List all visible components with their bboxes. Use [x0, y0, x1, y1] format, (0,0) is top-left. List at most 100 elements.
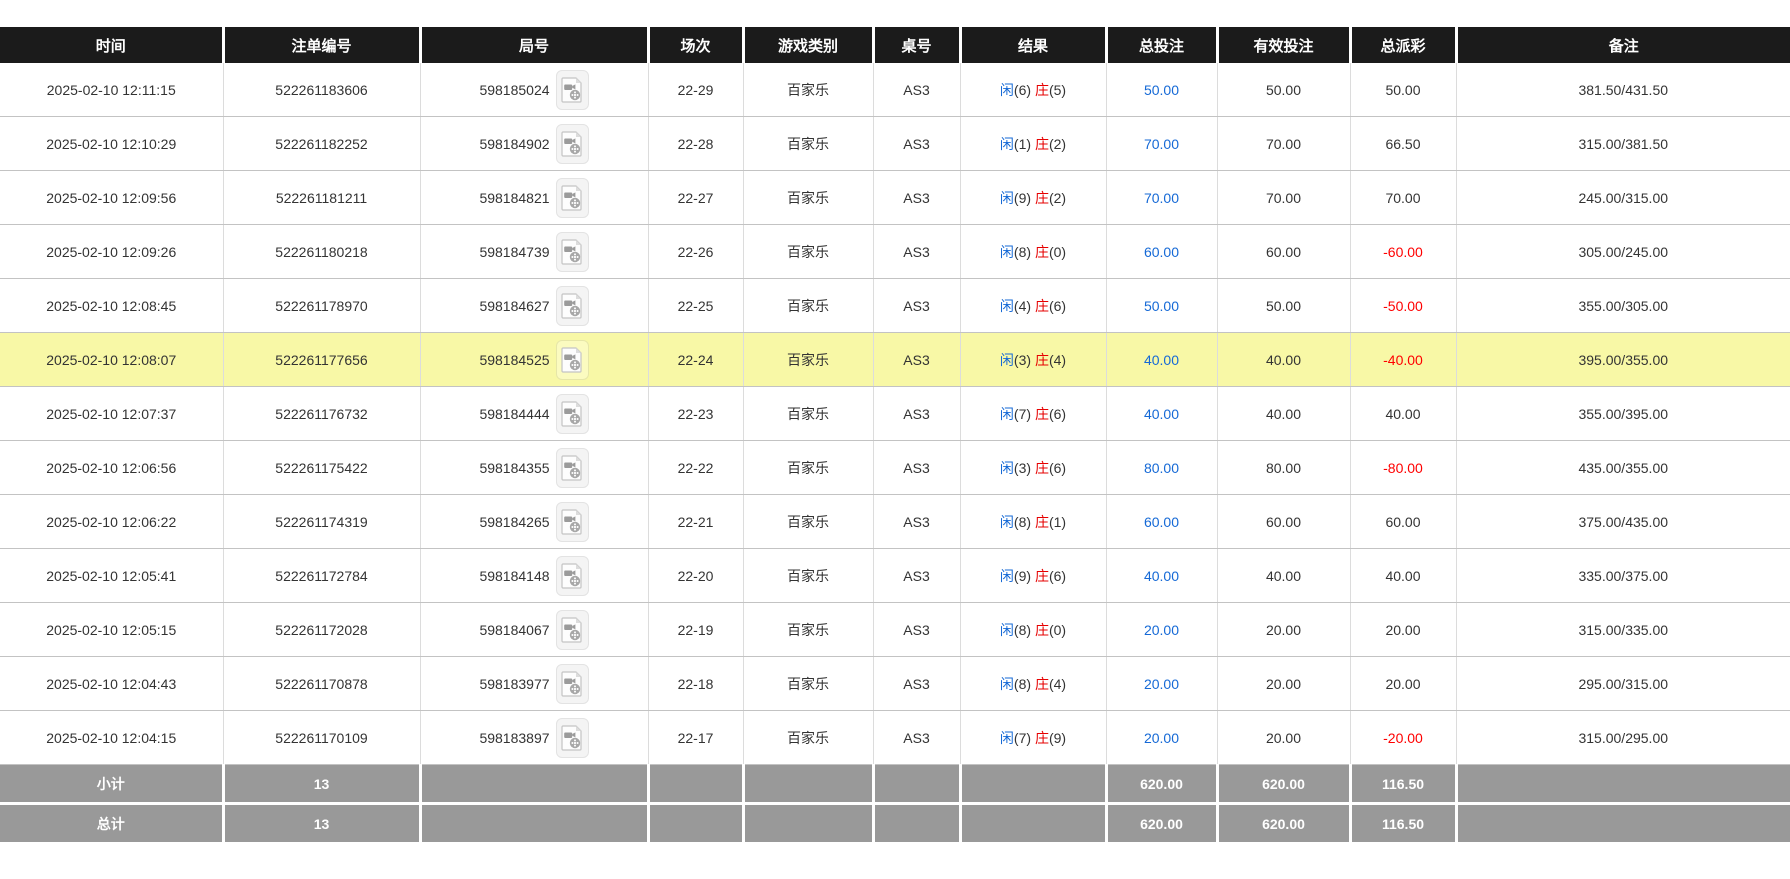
video-replay-icon	[561, 670, 582, 697]
cell-total-payout: 60.00	[1349, 494, 1456, 549]
video-replay-button[interactable]	[555, 663, 589, 704]
cell-total-payout: 66.50	[1349, 116, 1456, 171]
result-banker-score: (4)	[1048, 675, 1067, 692]
result-player-label: 闲	[999, 513, 1014, 530]
cell-total-payout: -50.00	[1349, 278, 1456, 333]
video-replay-button[interactable]	[555, 717, 589, 758]
video-replay-icon	[561, 130, 582, 157]
result-player-score: (8)	[1013, 513, 1032, 530]
table-row[interactable]: 2025-02-10 12:05:15 522261172028 598184067…	[0, 602, 1790, 657]
result-player-label: 闲	[999, 621, 1014, 638]
cell-table-no: AS3	[872, 386, 960, 441]
cell-total-payout: -20.00	[1349, 710, 1456, 765]
table-row[interactable]: 2025-02-10 12:04:15 522261170109 598183897…	[0, 710, 1790, 765]
cell-session: 22-21	[647, 494, 743, 549]
table-row[interactable]: 2025-02-10 12:07:37 522261176732 598184444…	[0, 386, 1790, 441]
cell-session: 22-20	[647, 548, 743, 603]
video-replay-button[interactable]	[555, 447, 589, 488]
cell-order-no: 522261180218	[222, 224, 420, 279]
video-replay-button[interactable]	[555, 555, 589, 596]
cell-valid-bet: 80.00	[1216, 440, 1350, 495]
cell-result: 闲(8) 庄(0)	[959, 224, 1106, 279]
video-replay-button[interactable]	[555, 177, 589, 218]
table-row[interactable]: 2025-02-10 12:06:56 522261175422 598184355…	[0, 440, 1790, 495]
result-player-label: 闲	[999, 81, 1014, 98]
cell-round-no: 598184821	[419, 170, 648, 225]
video-replay-button[interactable]	[555, 231, 589, 272]
cell-result: 闲(8) 庄(1)	[959, 494, 1106, 549]
cell-table-no: AS3	[872, 116, 960, 171]
table-row[interactable]: 2025-02-10 12:09:56 522261181211 598184821…	[0, 170, 1790, 225]
round-number: 598184525	[479, 351, 550, 368]
cell-total-payout: 50.00	[1349, 63, 1456, 117]
cell-total-payout: 20.00	[1349, 602, 1456, 657]
cell-result: 闲(9) 庄(6)	[959, 548, 1106, 603]
cell-round-no: 598185024	[419, 63, 648, 117]
video-replay-button[interactable]	[555, 393, 589, 434]
cell-game-type: 百家乐	[742, 170, 873, 225]
round-number: 598184067	[479, 621, 550, 638]
result-banker-score: (6)	[1048, 567, 1067, 584]
cell-session: 22-19	[647, 602, 743, 657]
video-replay-button[interactable]	[555, 339, 589, 380]
round-number: 598184444	[479, 405, 550, 422]
cell-time: 2025-02-10 12:08:07	[0, 332, 223, 387]
video-replay-icon	[561, 724, 582, 751]
round-number: 598184627	[479, 297, 550, 314]
result-banker-score: (9)	[1048, 729, 1067, 746]
table-row[interactable]: 2025-02-10 12:09:26 522261180218 598184739…	[0, 224, 1790, 279]
cell-total-bet: 20.00	[1105, 602, 1217, 657]
cell-total-bet: 50.00	[1105, 63, 1217, 117]
subtotal-row-total-bet: 620.00	[1104, 764, 1217, 804]
table-row[interactable]: 2025-02-10 12:10:29 522261182252 598184902…	[0, 116, 1790, 171]
video-replay-button[interactable]	[555, 69, 589, 110]
result-banker-label: 庄	[1034, 189, 1049, 206]
cell-table-no: AS3	[872, 602, 960, 657]
cell-total-bet: 50.00	[1105, 278, 1217, 333]
video-replay-button[interactable]	[555, 285, 589, 326]
result-banker-label: 庄	[1034, 405, 1049, 422]
total-row-empty	[646, 802, 743, 842]
result-banker-score: (6)	[1048, 297, 1067, 314]
subtotal-row-count: 13	[221, 764, 420, 804]
cell-total-bet: 70.00	[1105, 170, 1217, 225]
video-replay-button[interactable]	[555, 501, 589, 542]
cell-session: 22-26	[647, 224, 743, 279]
video-replay-icon	[561, 76, 582, 103]
round-number: 598184355	[479, 459, 550, 476]
table-row[interactable]: 2025-02-10 12:05:41 522261172784 598184148…	[0, 548, 1790, 603]
cell-result: 闲(9) 庄(2)	[959, 170, 1106, 225]
cell-total-bet: 80.00	[1105, 440, 1217, 495]
cell-round-no: 598184739	[419, 224, 648, 279]
table-row[interactable]: 2025-02-10 12:08:07 522261177656 598184525…	[0, 332, 1790, 387]
result-player-score: (3)	[1013, 351, 1032, 368]
cell-result: 闲(3) 庄(6)	[959, 440, 1106, 495]
video-replay-button[interactable]	[555, 123, 589, 164]
cell-game-type: 百家乐	[742, 710, 873, 765]
subtotal-row-empty	[871, 764, 960, 804]
table-row[interactable]: 2025-02-10 12:11:15 522261183606 598185024…	[0, 63, 1790, 117]
result-player-label: 闲	[999, 405, 1014, 422]
cell-remark: 315.00/335.00	[1455, 602, 1790, 657]
result-banker-score: (0)	[1048, 243, 1067, 260]
table-row[interactable]: 2025-02-10 12:06:22 522261174319 598184265…	[0, 494, 1790, 549]
cell-total-payout: -60.00	[1349, 224, 1456, 279]
cell-table-no: AS3	[872, 278, 960, 333]
round-number: 598184739	[479, 243, 550, 260]
video-replay-button[interactable]	[555, 609, 589, 650]
cell-time: 2025-02-10 12:09:56	[0, 170, 223, 225]
cell-total-payout: 20.00	[1349, 656, 1456, 711]
cell-remark: 395.00/355.00	[1455, 332, 1790, 387]
table-row[interactable]: 2025-02-10 12:08:45 522261178970 598184627…	[0, 278, 1790, 333]
cell-remark: 335.00/375.00	[1455, 548, 1790, 603]
cell-time: 2025-02-10 12:05:15	[0, 602, 223, 657]
table-row[interactable]: 2025-02-10 12:04:43 522261170878 598183977…	[0, 656, 1790, 711]
result-banker-score: (6)	[1048, 405, 1067, 422]
cell-remark: 355.00/305.00	[1455, 278, 1790, 333]
result-player-label: 闲	[999, 459, 1014, 476]
result-player-label: 闲	[999, 675, 1014, 692]
column-header-round-no: 局号	[418, 27, 648, 63]
cell-time: 2025-02-10 12:06:56	[0, 440, 223, 495]
column-header-total-payout: 总派彩	[1348, 27, 1456, 63]
result-player-score: (1)	[1013, 135, 1032, 152]
